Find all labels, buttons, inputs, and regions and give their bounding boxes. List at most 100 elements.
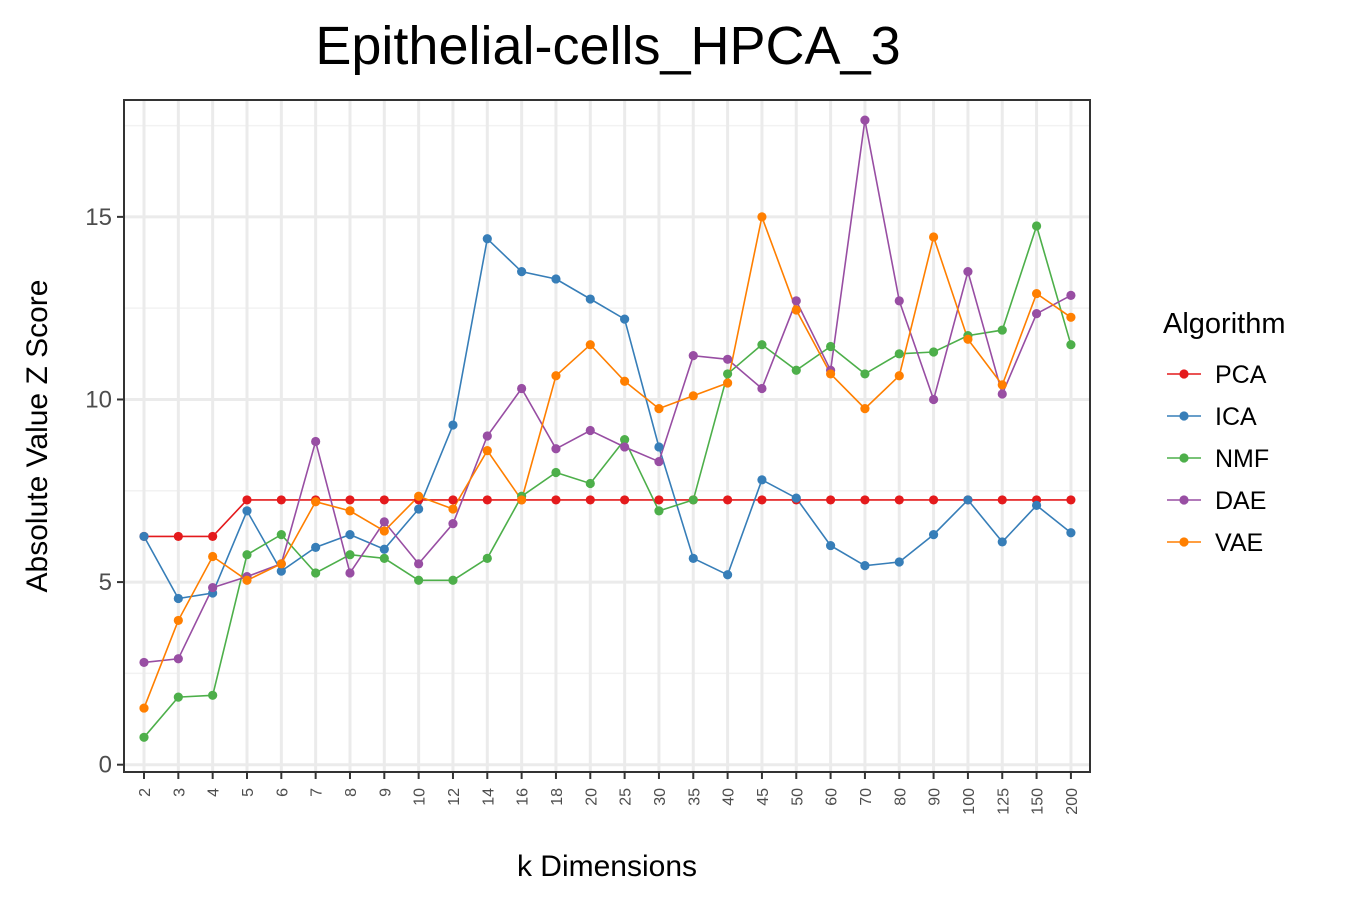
x-tick-label: 20 [583,788,600,806]
nmf-point [173,692,183,702]
nmf-point [860,369,870,379]
legend-label-pca: PCA [1215,361,1267,389]
dae-point [208,582,218,593]
nmf-point [620,435,630,445]
ica-point [379,544,389,554]
nmf-point [894,349,904,359]
pca-point [1066,495,1076,505]
ica-point [551,274,561,284]
legend-label-vae: VAE [1215,529,1263,557]
chart-title: Epithelial-cells_HPCA_3 [315,16,900,76]
ica-point [345,530,355,540]
vae-point [517,495,527,505]
legend-key-vae-point [1179,537,1189,547]
pca-point [894,495,904,505]
vae-point [379,526,389,536]
x-tick-label: 125 [995,788,1012,815]
dae-point [860,115,870,125]
nmf-point [311,568,321,578]
ica-point [1031,500,1042,510]
dae-point [1031,309,1042,319]
x-tick-label: 100 [961,788,978,815]
nmf-point [482,553,492,563]
pca-point [997,495,1007,505]
ica-point [654,442,664,452]
vae-point [311,497,321,507]
ica-point [1066,528,1076,538]
vae-line [143,214,1072,709]
pca-point [551,495,561,505]
vae-point [482,446,492,456]
vae-point [688,391,698,401]
vae-point [963,334,973,344]
dae-point [311,436,321,447]
pca-point [242,495,252,505]
vae-point [345,506,355,516]
x-tick-label: 40 [721,788,738,806]
x-tick-label: 10 [412,788,429,806]
x-tick-label: 12 [446,788,463,806]
ica-line [143,237,1072,600]
nmf-line [143,223,1072,738]
vae-point [276,559,286,569]
panel-border [123,99,1091,773]
x-tick-label: 18 [549,788,566,806]
ica-point [139,531,149,542]
vae-point [826,369,836,379]
dae-point [482,431,492,441]
pca-point [276,495,286,505]
legend: PCA ICA NMF DAE VAE [1167,361,1269,557]
pca-point [448,495,458,505]
pca-point [585,495,595,505]
nmf-point [379,553,389,563]
vae-point [242,575,252,585]
ica-point [585,294,595,304]
x-tick-label: 6 [274,788,291,797]
x-tick-label: 7 [309,788,326,797]
dae-point [894,296,904,306]
legend-label-ica: ICA [1215,403,1257,431]
pca-point [208,531,218,542]
ica-point [414,504,424,514]
y-axis-ticks: 0 5 10 15 [85,204,124,779]
pca-point [379,495,389,505]
pca-point [860,495,870,505]
dae-point [448,519,458,529]
x-tick-label: 16 [515,788,532,806]
x-tick-label: 30 [652,788,669,806]
dae-point [1066,290,1076,300]
vae-point [585,340,595,350]
nmf-point [242,550,252,560]
series-points [139,115,1076,742]
x-axis-ticks: 2 3 4 5 6 7 8 9 10 12 14 16 18 20 25 30 35 40 45 50 60 70 80 90… [137,772,1081,815]
ica-point [894,557,904,567]
legend-key-nmf-point [1179,453,1189,463]
y-tick-label: 5 [99,569,112,596]
vae-point [860,404,870,414]
vae-point [173,615,183,626]
x-tick-label: 4 [206,788,223,797]
vae-point [928,232,939,242]
nmf-point [654,506,664,516]
dae-point [791,296,801,306]
pca-point [654,495,664,505]
nmf-point [1031,221,1042,231]
nmf-point [345,550,355,560]
ica-point [757,475,767,485]
vae-point [791,305,801,315]
vae-point [1066,312,1076,322]
nmf-point [928,347,939,357]
x-tick-label: 5 [240,788,257,797]
ica-point [826,540,836,551]
ica-point [997,537,1007,547]
x-tick-label: 70 [858,788,875,806]
x-tick-label: 150 [1030,788,1047,815]
dae-point [654,456,664,467]
x-tick-label: 35 [686,788,703,806]
x-tick-label: 25 [618,788,635,806]
nmf-point [688,495,698,505]
ica-point [173,593,183,604]
nmf-point [723,369,733,379]
y-tick-label: 15 [85,204,112,231]
ica-point [963,495,973,505]
